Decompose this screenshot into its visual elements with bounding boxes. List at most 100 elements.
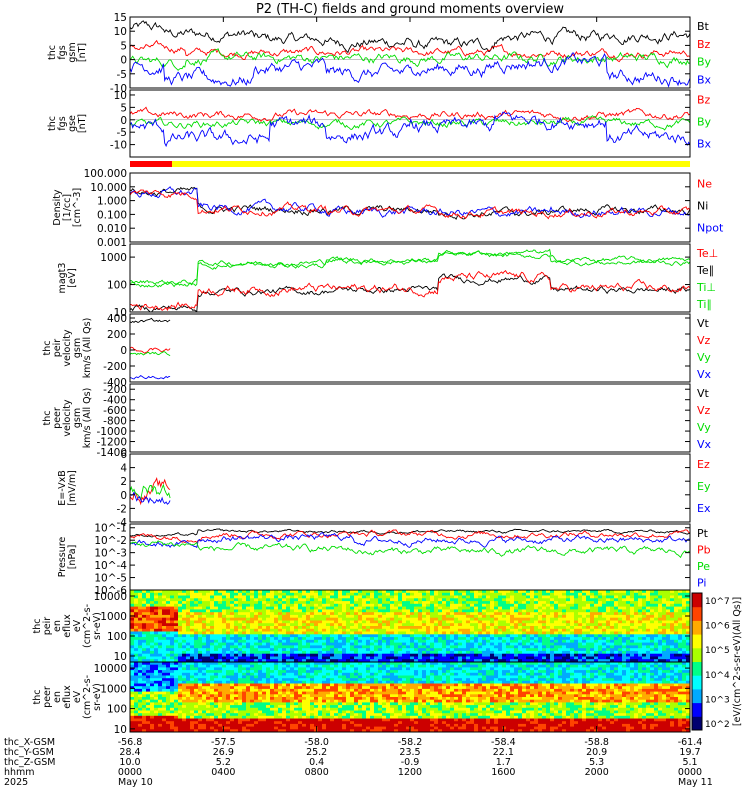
ytick-label: 10^-5 [94,573,127,585]
ytick-label: -200 [103,384,127,396]
ylabel: [mV/m] [67,470,78,506]
series-peir_velocity-Vz [130,346,171,354]
legend-Ey: Ey [697,480,711,493]
ytick-label: 4 [120,463,127,475]
series-temperature-Te⊥ [130,270,690,312]
series-peir_velocity-Vt [130,317,171,324]
panel-frame [129,172,691,243]
ylabel: [nPa] [67,545,78,570]
series-group-density [130,186,690,221]
legend-Vy: Vy [697,421,711,434]
xaxis-value: -58.2 [398,737,423,748]
ytick-label: 2 [120,476,127,488]
date-end: May 11 [678,777,713,788]
legend-Bx: Bx [697,73,712,86]
legend-Ti⊥: Ti⊥ [696,281,716,294]
ylabel: fgs [57,45,68,59]
ylabel: thc [42,411,53,426]
ylabel: [nT] [77,43,88,62]
series-group-temperature [130,248,690,312]
ylabel: Density [52,189,63,225]
xaxis-value: -56.8 [118,737,143,748]
panel-frame [129,453,691,523]
legend-Vt: Vt [697,387,710,400]
panel-frame [129,89,691,158]
ytick-label: -1200 [96,437,127,449]
legend-Pi: Pi [697,577,706,590]
ylabel: eflux [62,614,73,638]
series-group-fgs_gsm [130,20,690,88]
legend-Bz: Bz [697,94,711,107]
ylabel: sr-eV) [92,612,103,640]
ytick-label: 10^-2 [94,535,127,547]
ytick-label: -5 [117,69,127,81]
ylabel: velocity [62,329,73,367]
ylabel: [1/cc] [62,194,73,221]
colorbar-tick: 10^7 [705,597,730,607]
ytick-label: 1000 [100,611,127,623]
ytick-label: 10000 [94,591,127,603]
series-efield-Ex [130,491,171,505]
legend-Te⊥: Te⊥ [696,247,718,260]
ytick-label: 1000 [100,683,127,695]
ytick-label: 400 [107,313,127,325]
ylabel: eV [72,619,83,632]
ytick-label: 10 [114,724,127,736]
ytick-label: -800 [103,416,127,428]
panel-pressure: 10^-110^-210^-310^-410^-510^-6 Pressure [n… [57,523,711,597]
ytick-label: 10^-4 [94,560,127,572]
xaxis-value: -0.9 [401,757,420,768]
ylabel: thc [32,619,43,634]
ylabel: thc [47,116,58,131]
ylabel: [cm^-3] [72,188,83,227]
ylabel: peer [52,407,63,429]
xaxis-row-label: hhmm [4,767,35,778]
panel-efield: 6 42 0-2 -4 E=-VxB [mV/m] Ez Ey Ex [57,449,711,529]
ylabel: gse [67,115,78,132]
legend-Vz: Vz [697,334,711,347]
ytick-label: -4 [117,517,128,529]
xaxis-value: 1200 [398,767,422,778]
series-pressure-Pb [130,529,690,544]
xaxis-value: -57.5 [211,737,236,748]
xaxis-value: -58.8 [584,737,609,748]
legend-Vy: Vy [697,351,711,364]
series-peir_velocity-Vy [130,351,171,357]
xaxis-value: 20.9 [586,747,607,758]
colorbar-tick: 10^4 [705,671,730,681]
xaxis-value: 25.2 [306,747,327,758]
xaxis-value: 2000 [585,767,609,778]
ytick-label: 0 [120,345,127,357]
xaxis-value: 28.4 [119,747,140,758]
series-group-fgs_gse [130,106,690,148]
spectrogram-electron_spectrogram [130,662,690,732]
ytick-label: -600 [103,405,127,417]
legend-Vx: Vx [697,368,712,381]
xaxis-value: 5.1 [682,757,697,768]
ytick-label: 5 [120,102,127,114]
xaxis-value: 0800 [305,767,329,778]
colorbar-tick: 10^5 [705,646,730,656]
ytick-label: -1000 [96,426,127,438]
ytick-label: 100 [107,280,127,292]
panel-frame [129,313,691,383]
plot-title: P2 (TH-C) fields and ground moments over… [256,2,564,17]
ytick-label: 0.100 [97,209,127,221]
ylabel: thc [32,690,43,705]
xaxis-value: -58.4 [491,737,516,748]
xaxis-value: -61.4 [678,737,703,748]
xaxis-value: 10.0 [119,757,140,768]
ytick-label: 0 [120,490,127,502]
panel-peer_velocity: -200-400-600-800-1000-1200-1400 thc peer ve… [42,383,712,459]
ytick-label: 10.000 [90,182,127,194]
ylabel: km/s (All Qs) [82,318,93,379]
ylabel: (cm^2-s- [82,675,93,719]
ylabel: peer [42,686,53,708]
panel-electron_spectrogram: 10000 1000 100 10 thc peer en eflux eV (cm^2-s-sr… [32,661,691,736]
legend-Npot: Npot [697,222,724,235]
panel-peir_velocity: 400 200 0 -200 -400 thc peir velocity gsm km/s (A… [42,313,712,389]
ytick-label: -5 [117,127,127,139]
ytick-label: 10000 [94,663,127,675]
ylabel: [nT] [77,114,88,133]
xaxis-value: 5.2 [216,757,231,768]
